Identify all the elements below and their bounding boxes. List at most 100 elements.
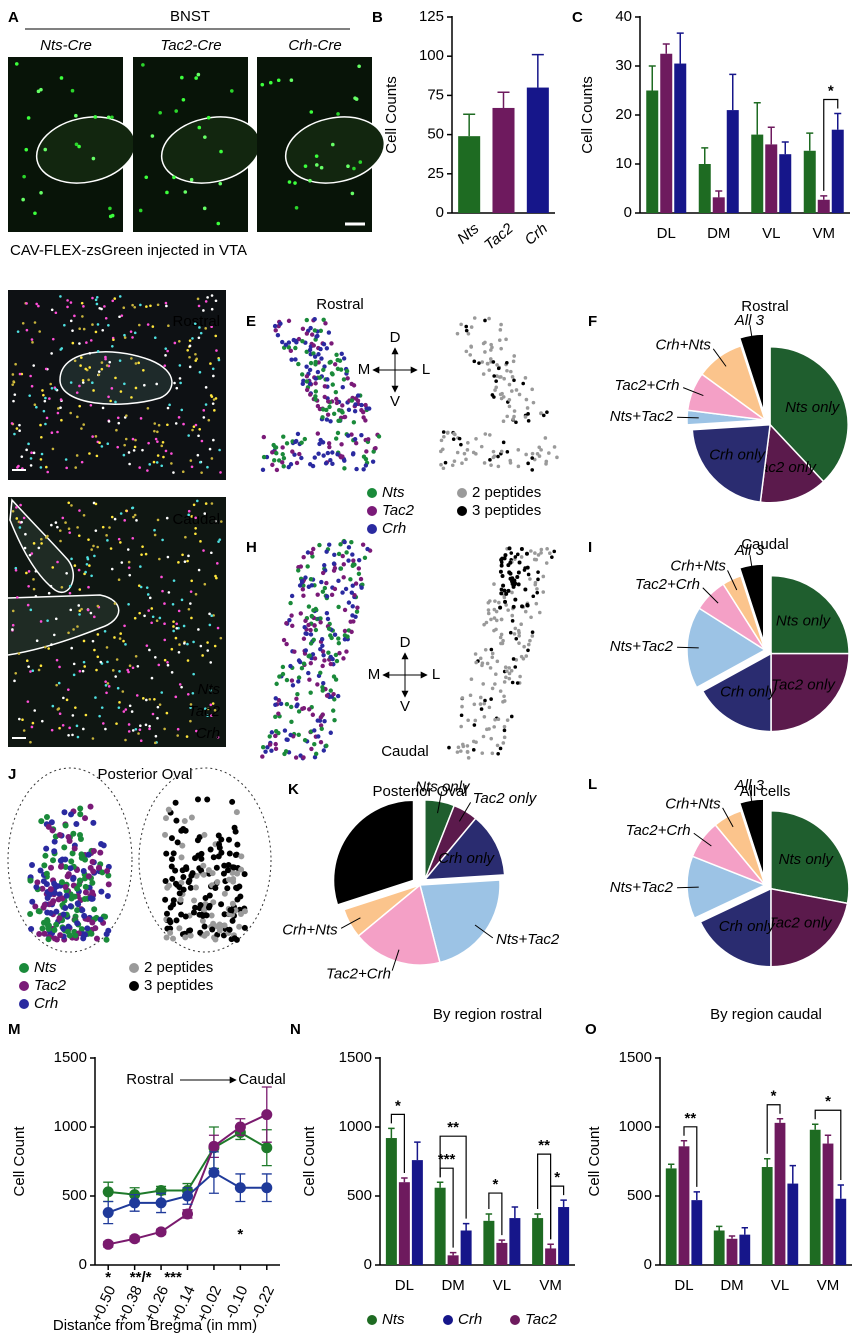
bar <box>713 1230 725 1265</box>
panel-letter: O <box>585 1021 597 1038</box>
bar <box>751 134 764 213</box>
legend-marker <box>19 963 29 973</box>
cell <box>13 393 17 396</box>
cell <box>163 850 170 857</box>
cell <box>78 384 81 388</box>
cell <box>332 632 338 637</box>
cell <box>92 544 95 548</box>
cell <box>165 190 169 195</box>
cell <box>96 655 100 659</box>
cell <box>530 468 535 472</box>
cell <box>514 636 519 641</box>
significance-bracket <box>683 1126 698 1187</box>
cell <box>43 870 50 877</box>
cell <box>361 454 367 459</box>
cell <box>214 334 218 338</box>
cell <box>514 388 519 392</box>
region-label: BNST <box>170 8 210 25</box>
cell <box>182 422 185 426</box>
error-bar <box>728 1235 736 1239</box>
cell <box>134 654 138 658</box>
cell <box>27 665 30 668</box>
cell <box>290 449 295 454</box>
cell <box>90 574 93 578</box>
pie-slice <box>769 346 849 483</box>
cell <box>226 926 233 933</box>
cell <box>307 367 313 373</box>
cell <box>46 619 49 622</box>
cell <box>192 640 195 644</box>
cell <box>196 72 201 77</box>
cell <box>67 688 70 691</box>
cell <box>163 934 170 941</box>
cell <box>335 366 341 372</box>
cell <box>201 932 208 939</box>
cell <box>102 722 105 725</box>
slice-label: All 3 <box>734 777 765 794</box>
cell <box>197 568 201 572</box>
cell <box>522 568 527 572</box>
cell <box>493 388 497 392</box>
cell <box>216 626 220 630</box>
cell <box>316 451 321 456</box>
cell <box>277 674 282 679</box>
cell <box>201 923 208 930</box>
cell <box>295 702 300 707</box>
cell <box>84 570 87 574</box>
cell <box>488 458 492 462</box>
cell <box>137 361 140 365</box>
cell <box>145 698 148 702</box>
cell <box>301 705 307 711</box>
cell <box>283 342 289 348</box>
cell <box>40 435 43 439</box>
cell <box>93 935 100 942</box>
leader-line <box>437 791 443 814</box>
cell <box>452 459 457 463</box>
cell <box>50 523 53 527</box>
cell <box>12 399 15 403</box>
cell <box>178 854 185 861</box>
cell <box>359 407 364 413</box>
x-tick-label: Tac2 <box>481 220 517 254</box>
cell <box>160 575 163 579</box>
cell <box>296 679 301 684</box>
cell <box>76 877 83 884</box>
cell <box>356 571 362 576</box>
significance-label: * <box>828 82 834 99</box>
cell <box>15 517 19 520</box>
cell <box>319 356 324 361</box>
cell <box>320 712 325 717</box>
significance-bracket <box>766 1104 781 1154</box>
cell <box>55 683 58 687</box>
cell <box>202 549 205 552</box>
cell <box>260 745 266 750</box>
cell <box>311 546 316 552</box>
cell <box>203 582 207 586</box>
cell <box>61 809 68 816</box>
cell <box>54 311 58 315</box>
cell <box>313 394 318 399</box>
annotation: **/* <box>130 1269 152 1286</box>
cell <box>38 330 41 333</box>
cell <box>174 422 178 425</box>
cell <box>197 929 204 936</box>
pie-slice <box>770 652 850 733</box>
cell <box>287 180 292 184</box>
cell <box>302 737 308 743</box>
cell <box>78 509 81 512</box>
cell <box>204 386 208 389</box>
cell <box>69 301 73 304</box>
cell <box>62 904 69 911</box>
cell <box>497 375 502 379</box>
cell <box>355 398 361 403</box>
cell <box>324 743 329 748</box>
cell <box>123 443 126 447</box>
cell <box>508 630 513 635</box>
cell <box>18 526 22 529</box>
cell <box>521 381 526 386</box>
cell <box>130 396 133 399</box>
cell <box>321 342 327 347</box>
cell <box>105 534 108 537</box>
cell <box>349 398 355 403</box>
cell <box>336 578 341 584</box>
